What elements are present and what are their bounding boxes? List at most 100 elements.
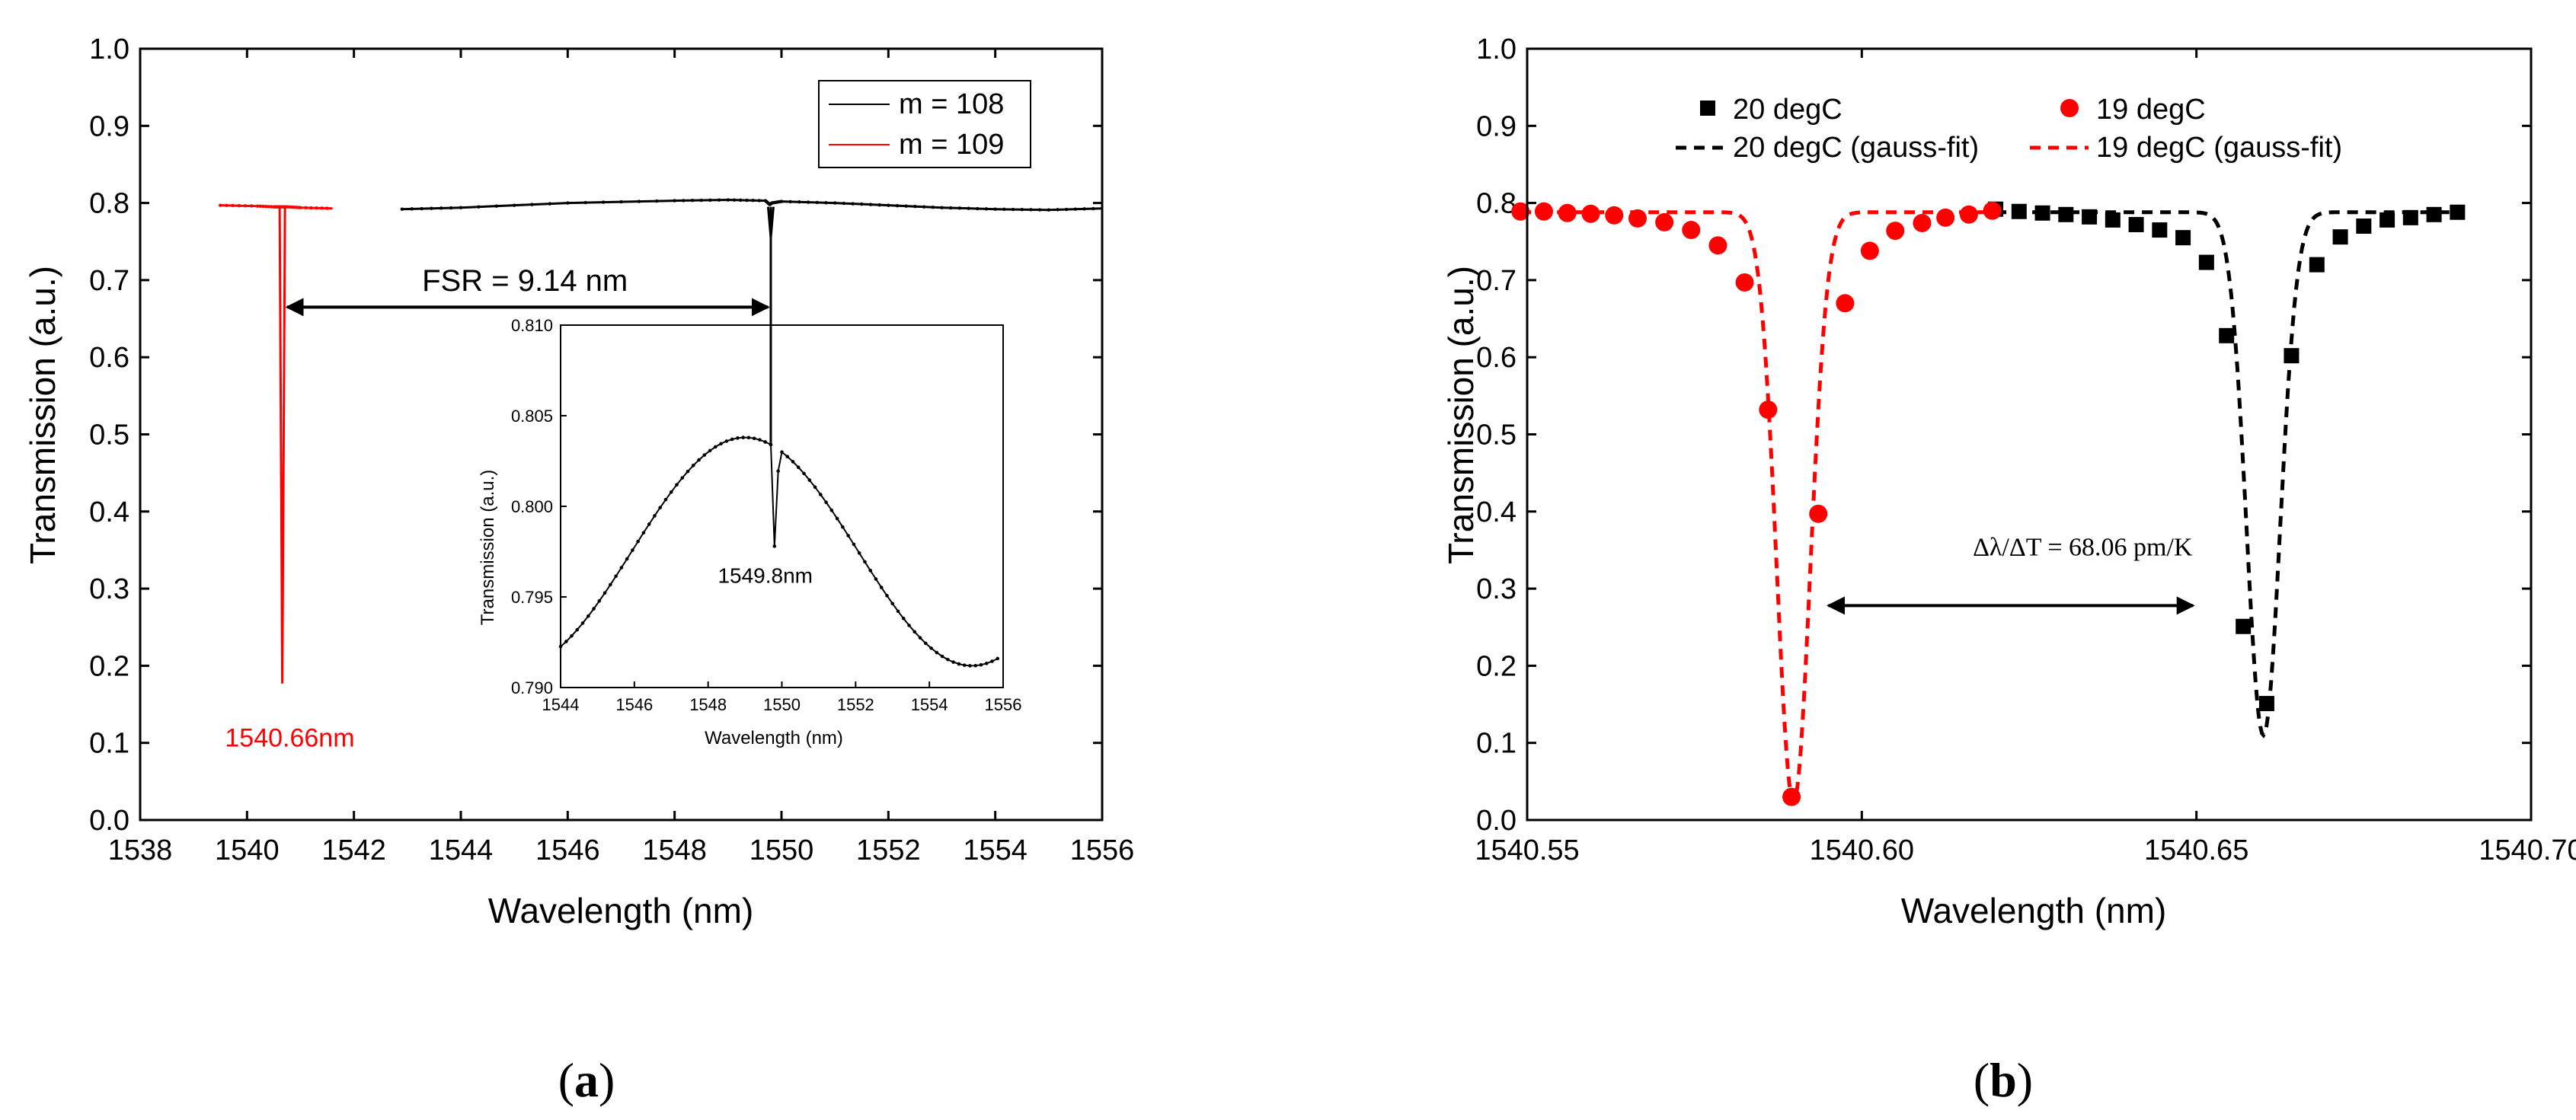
a-ytick-label: 0.6 [89,342,129,374]
a-series-point-0 [583,200,587,205]
a-panel-caption: (a) [558,1053,615,1107]
a-xtick-label: 1546 [535,834,600,866]
b-point-20degc [2011,203,2027,219]
b-point-19degc [1605,206,1624,225]
b-point-19degc [1782,787,1801,806]
a-xtick-label: 1544 [429,834,494,866]
a-fsr-label: FSR = 9.14 nm [422,264,628,298]
a-series-point-0 [512,203,516,207]
b-point-20degc [2284,348,2300,364]
a-xtick-label: 1540 [215,834,280,866]
a-series-point-0 [1082,207,1086,211]
a-inset-ytick-label: 0.800 [511,497,553,516]
a-inset-xtick-label: 1550 [763,695,801,714]
a-series-point-0 [699,198,703,203]
a-inset-point [940,654,944,659]
a-inset-point [675,483,679,487]
a-inset-point [686,469,690,474]
b-point-20degc [2152,222,2168,238]
b-point-19degc [1809,504,1828,523]
a-series-point-0 [948,206,953,210]
a-inset-point [924,641,928,646]
a-series-point-0 [967,206,970,210]
a-inset-xtick-label: 1552 [837,695,874,714]
b-ytick-label: 0.9 [1476,110,1517,142]
a-inset-dip-label: 1549.8nm [718,563,813,587]
b-point-19degc [1708,236,1727,255]
a-series-point-0 [976,206,980,211]
a-inset-point [946,657,950,662]
a-series-point-0 [548,202,552,206]
a-inset-point [724,439,729,443]
a-inset-xtick-label: 1544 [542,695,580,714]
a-series-point-0 [913,204,917,209]
a-legend-entry-m108: m = 108 [899,88,1004,120]
b-ytick-label: 0.1 [1476,728,1517,760]
a-inset-chart: Transmission (a.u.) Wavelength (nm) 1549… [478,316,1021,748]
a-series-point-1 [309,206,313,210]
b-legend-entry-19degc: 19 degC [2096,94,2206,126]
a-series-point-0 [566,201,570,205]
a-ytick-label: 0.0 [89,805,129,837]
a-inset-point [597,599,602,603]
a-inset-point [680,476,685,480]
b-point-20degc [2236,618,2252,634]
a-series-point-0 [957,206,962,210]
a-series-point-0 [877,203,881,207]
a-inset-point [929,646,933,650]
a-inset-point [570,633,574,638]
b-point-19degc [1682,221,1701,240]
b-point-19degc [1655,212,1674,231]
a-inset-point [896,609,900,614]
a-inset-point [669,490,673,494]
a-series-point-0 [637,199,641,203]
a-series-point-0 [895,203,900,208]
a-inset-point [824,500,828,504]
b-point-19degc [1983,201,2002,220]
a-xtick-label: 1550 [749,834,814,866]
a-series-point-0 [860,202,864,206]
a-ytick-label: 0.9 [89,110,129,142]
a-panel-letter: a [574,1053,599,1107]
b-xtick-label: 1540.55 [1475,834,1579,866]
a-inset-xtick-label: 1548 [689,695,727,714]
b-fit-line-3 [1520,210,1993,805]
a-ytick-label: 0.8 [89,188,129,220]
a-series-point-0 [739,198,743,203]
a-x-ticks: 1538 1540 1542 1544 1546 1548 1550 1552 1554 1556 [108,49,1134,866]
a-series-point-0 [459,206,463,209]
a-series-point-0 [904,204,908,208]
a-series-point-0 [1011,207,1015,212]
a-legend: m = 108 m = 109 [818,80,1031,168]
a-ytick-label: 0.5 [89,420,129,452]
a-series-point-1 [225,203,229,208]
b-point-20degc [2379,212,2395,228]
a-series-point-0 [1002,207,1006,212]
a-series-point-0 [984,207,989,211]
a-series-point-0 [430,206,433,210]
b-panel-caption: (b) [1974,1053,2033,1107]
b-point-20degc [2258,696,2274,712]
b-panel-letter: b [1990,1053,2017,1107]
a-xtick-label: 1552 [856,834,921,866]
a-series-point-0 [717,198,721,202]
b-point-19degc [1735,273,1754,292]
a-ytick-label: 0.7 [89,265,129,297]
a-inset-point [564,640,568,643]
a-inset-point [951,660,955,664]
a-inset-point [708,448,712,453]
a-series-point-1 [325,206,329,210]
a-inset-point [813,485,817,490]
a-series-point-0 [732,198,737,202]
a-inset-point [636,539,640,544]
a-inset-point [874,577,878,581]
b-ytick-label: 0.8 [1476,188,1517,220]
a-x-axis-label: Wavelength (nm) [488,891,754,930]
a-inset-point [602,591,607,595]
a-resonance-dip-1 [278,206,286,684]
a-series-layer [219,198,1103,684]
a-series-point-0 [1037,208,1042,212]
a-inset-point [752,436,756,441]
a-inset-frame [560,324,1004,688]
